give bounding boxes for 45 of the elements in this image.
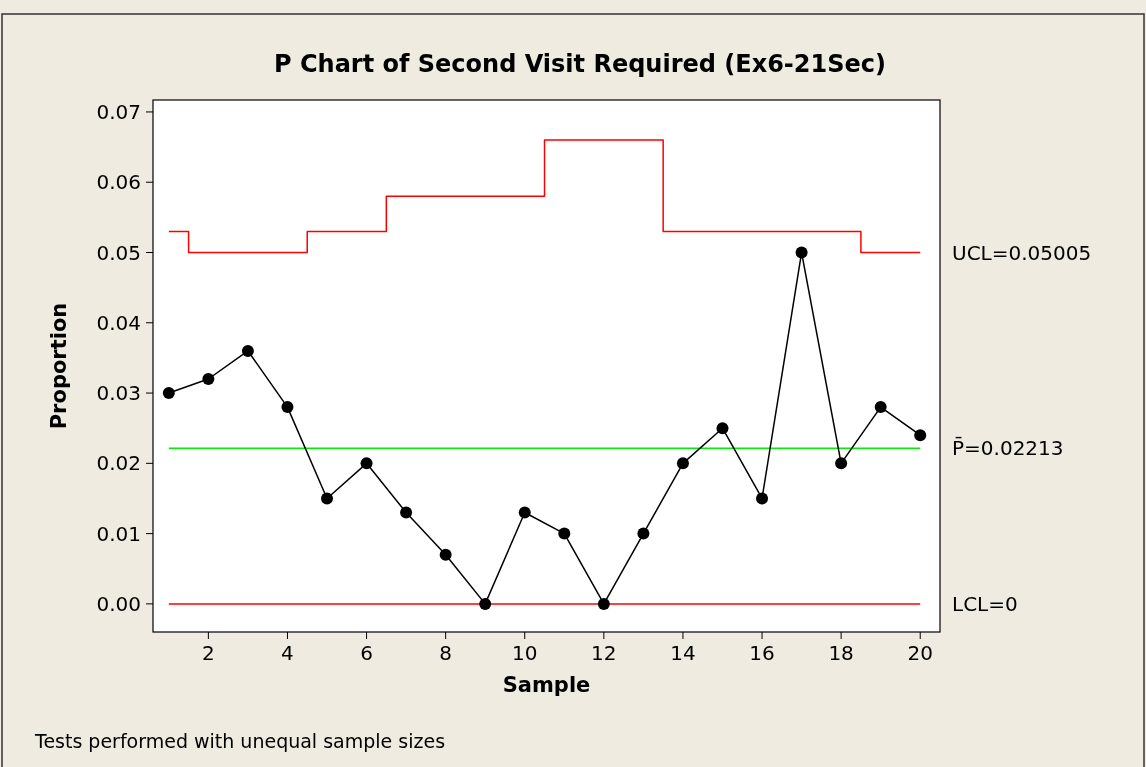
ref-line-label: P̄=0.02213 xyxy=(952,435,1064,461)
point xyxy=(756,492,769,505)
point xyxy=(400,506,413,519)
point xyxy=(202,373,215,385)
y-tick-label: 0.05 xyxy=(96,240,141,265)
x-tick-label: 2 xyxy=(202,641,215,665)
point xyxy=(439,548,452,561)
point xyxy=(597,597,610,610)
point xyxy=(479,597,492,610)
x-tick-label: 8 xyxy=(439,641,453,665)
point xyxy=(241,344,254,357)
x-axis-title: Sample xyxy=(502,673,591,697)
point xyxy=(281,401,294,414)
point xyxy=(716,422,729,435)
point xyxy=(676,457,689,470)
y-tick-label: 0.01 xyxy=(96,521,141,546)
point xyxy=(360,457,373,470)
y-tick-label: 0.04 xyxy=(96,310,141,335)
point xyxy=(914,429,927,442)
text: Tests performed with unequal sample sizes xyxy=(34,730,446,752)
point xyxy=(162,387,175,400)
y-tick-label: 0.07 xyxy=(96,99,141,124)
y-tick-label: 0.06 xyxy=(96,170,141,195)
x-tick-label: 4 xyxy=(281,641,294,665)
point xyxy=(518,506,531,519)
ref-line-label: LCL=0 xyxy=(952,591,1018,616)
point xyxy=(558,527,571,540)
y-tick-label: 0.03 xyxy=(96,381,141,406)
x-tick-label: 20 xyxy=(907,641,933,665)
chart-title: P Chart of Second Visit Required (Ex6-21Sec) xyxy=(274,50,886,78)
y-tick-label: 0.00 xyxy=(96,591,141,616)
y-axis-title: Proportion xyxy=(47,302,71,430)
y-tick-label: 0.02 xyxy=(96,451,141,476)
series-label: UCL=0.05005 xyxy=(952,240,1092,265)
point xyxy=(835,457,848,470)
x-tick-label: 10 xyxy=(512,641,538,665)
x-tick-label: 16 xyxy=(749,641,775,665)
point xyxy=(637,527,650,540)
point xyxy=(321,492,334,505)
point xyxy=(795,246,808,259)
x-tick-label: 12 xyxy=(591,641,617,665)
x-tick-label: 18 xyxy=(828,641,854,665)
point xyxy=(874,401,887,414)
x-tick-label: 6 xyxy=(360,641,373,665)
x-tick-label: 14 xyxy=(670,641,696,665)
